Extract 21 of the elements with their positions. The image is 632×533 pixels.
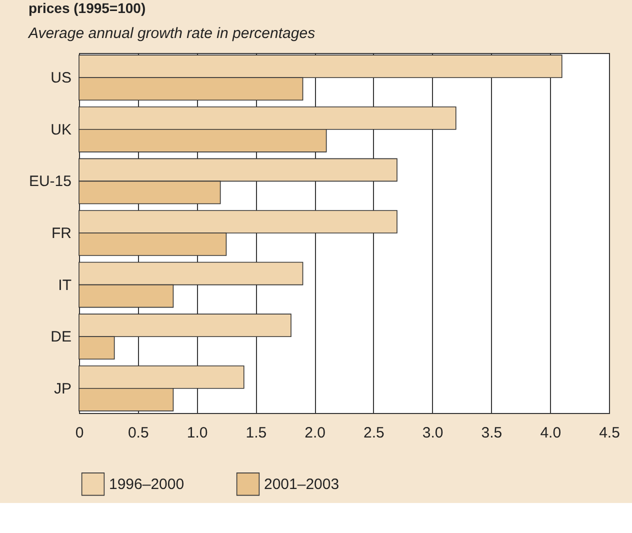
y-tick-label: FR (52, 225, 72, 242)
legend-label: 2001–2003 (264, 476, 340, 494)
x-tick-label: 4.0 (540, 424, 562, 442)
y-tick-label: DE (50, 328, 72, 346)
chart-title: prices (1995=100) (28, 0, 146, 16)
x-tick-label: 1.5 (246, 424, 267, 442)
y-tick-label: UK (50, 121, 72, 138)
chart-subtitle: Average annual growth rate in percentages (27, 25, 316, 42)
x-tick-label: 3.0 (422, 424, 444, 442)
x-tick-label: 4.5 (599, 424, 620, 442)
x-tick-label: 2.0 (304, 424, 326, 442)
y-tick-label: IT (58, 276, 72, 294)
x-tick-label: 1.0 (186, 424, 208, 442)
x-tick-label: 3.5 (481, 424, 502, 442)
x-tick-label: 0 (75, 424, 84, 442)
y-tick-label: EU-15 (28, 173, 72, 190)
y-tick-label: JP (54, 380, 72, 398)
x-tick-label: 2.5 (364, 424, 384, 442)
x-tick-label: 0.5 (128, 424, 149, 442)
legend-label: 1996–2000 (109, 476, 184, 494)
y-tick-label: US (50, 70, 72, 87)
